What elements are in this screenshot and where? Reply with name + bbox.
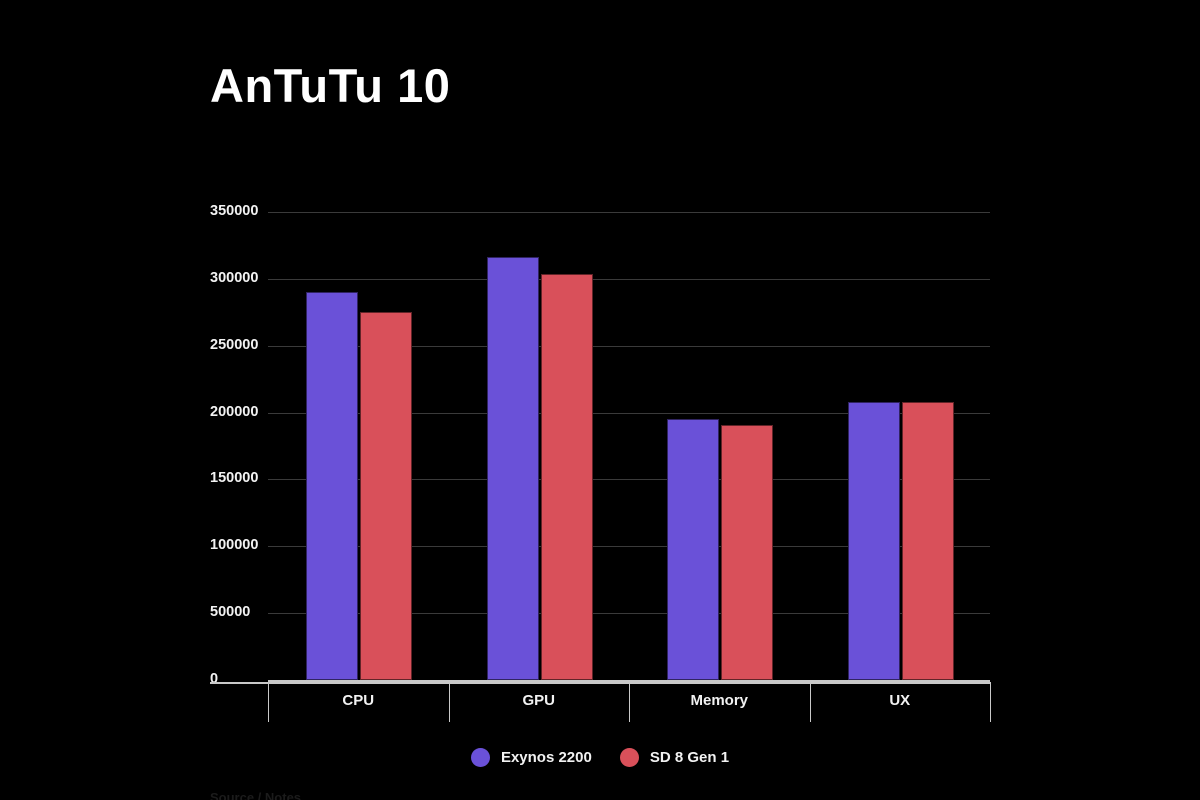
bar[interactable] <box>667 419 719 680</box>
bar[interactable] <box>901 401 954 680</box>
y-axis-tick-label: 0 <box>210 671 219 687</box>
bar[interactable] <box>847 401 900 680</box>
page-title: AnTuTu 10 <box>210 59 451 112</box>
bar-group <box>449 212 630 680</box>
gridline <box>268 546 990 548</box>
bar[interactable] <box>306 292 358 680</box>
y-axis-tick-label: 200000 <box>210 403 259 420</box>
circle-swatch-icon <box>470 748 490 767</box>
y-axis-tick-label: 250000 <box>210 336 259 353</box>
category-axis: CPU GPU Memory UX <box>210 682 991 724</box>
category-separator <box>990 682 991 722</box>
y-axis-tick-label: 100000 <box>210 537 259 554</box>
y-axis-tick-label: 150000 <box>210 470 259 487</box>
y-axis-tick-label: 50000 <box>210 604 251 621</box>
bar[interactable] <box>486 257 539 680</box>
category-separator <box>629 682 630 722</box>
category-separator <box>268 682 269 722</box>
bar[interactable] <box>360 312 412 680</box>
bar[interactable] <box>540 273 593 680</box>
axis-line <box>210 682 990 684</box>
plot-area <box>268 212 990 682</box>
category-separator <box>809 682 811 722</box>
bar-group <box>810 212 991 680</box>
gridline <box>268 212 990 213</box>
category-label-memory: Memory <box>690 692 749 709</box>
y-axis-tick-label: 300000 <box>210 269 259 286</box>
bar-group <box>268 212 449 680</box>
y-axis-tick-label: 350000 <box>210 203 259 219</box>
gridline <box>268 412 990 414</box>
legend-label: Exynos 2200 <box>500 749 592 766</box>
legend-label: SD 8 Gen 1 <box>649 749 730 766</box>
legend-item[interactable]: Exynos 2200 <box>470 748 592 767</box>
circle-swatch-icon <box>619 748 639 767</box>
footer-note: Source / Notes <box>210 790 302 800</box>
category-label-ux: UX <box>889 692 911 709</box>
axis-baseline <box>268 680 990 682</box>
category-label-cpu: CPU <box>342 692 375 709</box>
bars-layer <box>268 212 990 680</box>
bar[interactable] <box>721 424 773 680</box>
gridline <box>268 479 990 481</box>
legend-item[interactable]: SD 8 Gen 1 <box>619 748 730 767</box>
gridline <box>268 278 990 280</box>
bar-group <box>629 212 810 680</box>
gridline <box>268 345 990 347</box>
chart-legend: Exynos 2200 SD 8 Gen 1 <box>0 748 1200 767</box>
category-separator <box>448 682 450 722</box>
category-label-gpu: GPU <box>522 692 555 709</box>
gridline <box>268 613 990 615</box>
y-axis-tick-labels: 350000 300000 250000 200000 150000 100000 5000… <box>210 203 270 687</box>
